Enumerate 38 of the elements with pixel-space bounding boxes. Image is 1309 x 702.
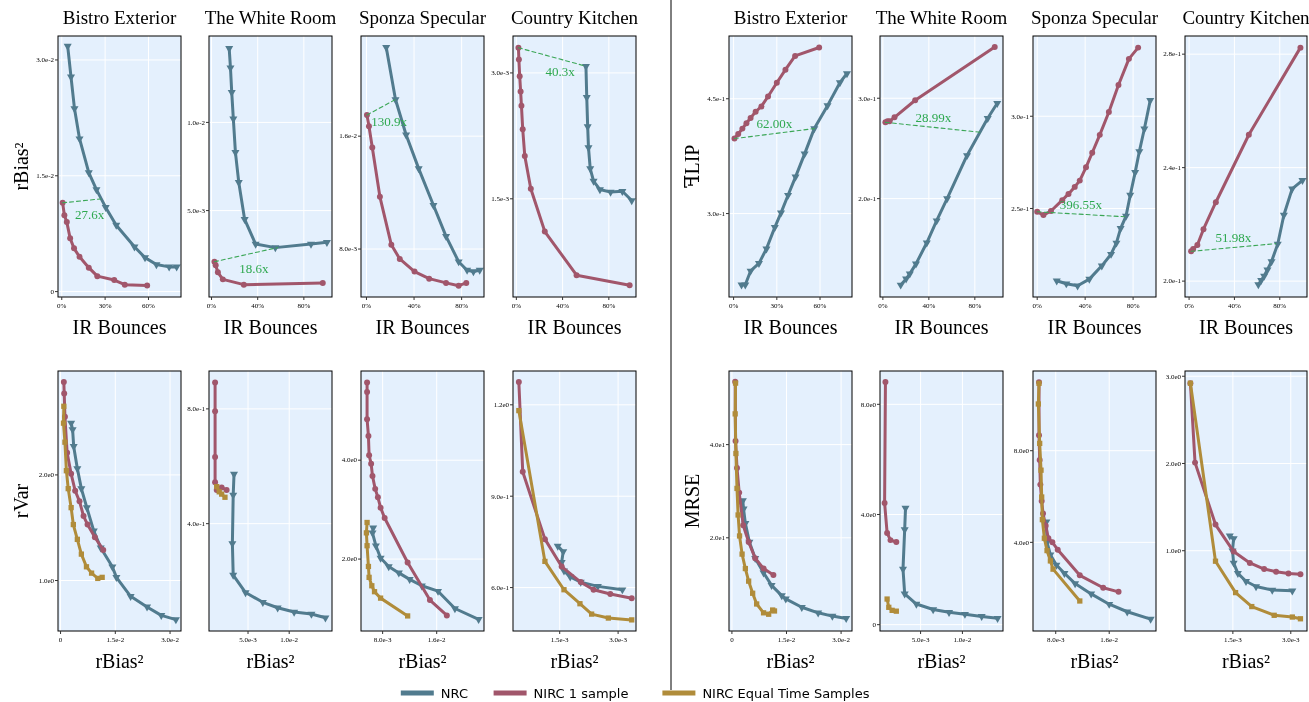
x-axis-title: rBias² [917, 650, 966, 672]
chart-title: Bistro Exterior [62, 7, 177, 28]
x-axis-title: rBias² [1221, 650, 1271, 672]
x-axis-title: rBias² [246, 650, 295, 672]
chart-title: Country Kitchen [510, 7, 639, 28]
x-axis-title: IR Bounces [72, 316, 167, 338]
chart-title: Sponza Specular [1030, 7, 1159, 28]
x-axis-title: IR Bounces [1047, 316, 1142, 338]
x-axis-title: IR Bounces [223, 316, 318, 338]
annotation: 396.55x [1059, 196, 1103, 212]
annotation: 40.3x [545, 63, 576, 79]
x-axis-title: IR Bounces [743, 316, 838, 338]
x-axis-title: IR Bounces [527, 316, 622, 338]
chart-title: The White Room [875, 7, 1008, 28]
annotation: 51.98x [1215, 230, 1252, 246]
x-axis-title: IR Bounces [1199, 316, 1294, 338]
annotation: 62.00x [756, 116, 793, 132]
x-axis-title: rBias² [550, 650, 599, 672]
legend-label: NIRC Equal Time Samples [702, 685, 870, 701]
chart-title: Bistro Exterior [733, 7, 848, 28]
legend-label: NRC [440, 685, 468, 701]
annotation: 28.99x [915, 109, 952, 125]
y-axis-title: MRSE [681, 473, 703, 529]
y-axis-title: rBias² [10, 142, 32, 191]
x-axis-title: rBias² [1070, 650, 1119, 672]
annotation: 27.6x [75, 207, 105, 223]
legend-label: NIRC 1 sample [533, 685, 629, 701]
y-axis-title: ꟻLIP [681, 144, 703, 189]
chart-title: The White Room [204, 7, 337, 28]
chart-title: Sponza Specular [358, 7, 487, 28]
x-axis-title: rBias² [766, 650, 815, 672]
x-axis-title: IR Bounces [894, 316, 989, 338]
x-axis-title: rBias² [95, 650, 144, 672]
x-axis-title: rBias² [398, 650, 447, 672]
annotation: 18.6x [239, 261, 270, 277]
y-axis-title: rVar [10, 483, 32, 519]
x-axis-title: IR Bounces [375, 316, 470, 338]
chart-title: Country Kitchen [1182, 7, 1309, 28]
